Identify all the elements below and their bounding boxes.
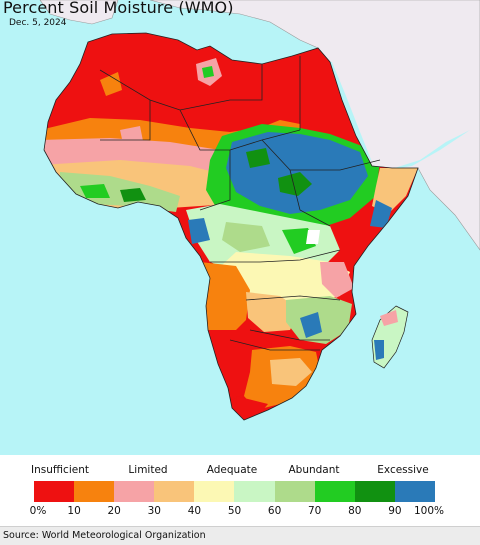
legend-category-abundant: Abundant: [288, 464, 340, 476]
legend: Insufficient Limited Adequate Abundant E…: [0, 455, 480, 525]
legend-swatch-10-20: [74, 481, 115, 502]
legend-swatch-70-80: [314, 481, 355, 502]
legend-tick-label: 30: [147, 505, 161, 517]
legend-swatch-40-50: [194, 481, 235, 502]
legend-swatch-50-60: [234, 481, 275, 502]
legend-tick-label: 100%: [413, 505, 445, 517]
legend-category-excessive: Excessive: [377, 464, 429, 476]
legend-tick-label: 90: [388, 505, 402, 517]
legend-tick-label: 60: [267, 505, 282, 517]
legend-tick-label: 80: [348, 505, 362, 517]
legend-category-insufficient: Insufficient: [31, 464, 89, 476]
legend-swatch-60-70: [274, 481, 315, 502]
legend-tick-label: 50: [227, 505, 242, 517]
legend-swatch-30-40: [154, 481, 195, 502]
legend-swatch-20-30: [114, 481, 155, 502]
legend-swatch-80-90: [354, 481, 395, 502]
map-date: Dec. 5, 2024: [9, 18, 67, 28]
country-borders: [43, 32, 419, 421]
legend-tick-label: 0%: [29, 505, 47, 517]
legend-tick-label: 70: [308, 505, 322, 517]
africa-map-graphic: [39, 0, 480, 421]
legend-category-limited: Limited: [128, 464, 168, 476]
legend-colorbar: [34, 481, 435, 502]
map-title: Percent Soil Moisture (WMO): [3, 0, 234, 17]
legend-category-adequate: Adequate: [206, 464, 258, 476]
legend-tick-label: 10: [67, 505, 81, 517]
soil-moisture-map: Percent Soil Moisture (WMO) Dec. 5, 2024: [0, 0, 480, 455]
footer: Source: World Meteorological Organizatio…: [0, 526, 480, 545]
source-credit: Source: World Meteorological Organizatio…: [3, 530, 206, 541]
legend-tick-label: 40: [187, 505, 202, 517]
legend-swatch-90-100: [394, 481, 435, 502]
madagascar: [371, 305, 409, 369]
legend-swatch-0-10: [34, 481, 75, 502]
legend-tick-label: 20: [107, 505, 121, 517]
